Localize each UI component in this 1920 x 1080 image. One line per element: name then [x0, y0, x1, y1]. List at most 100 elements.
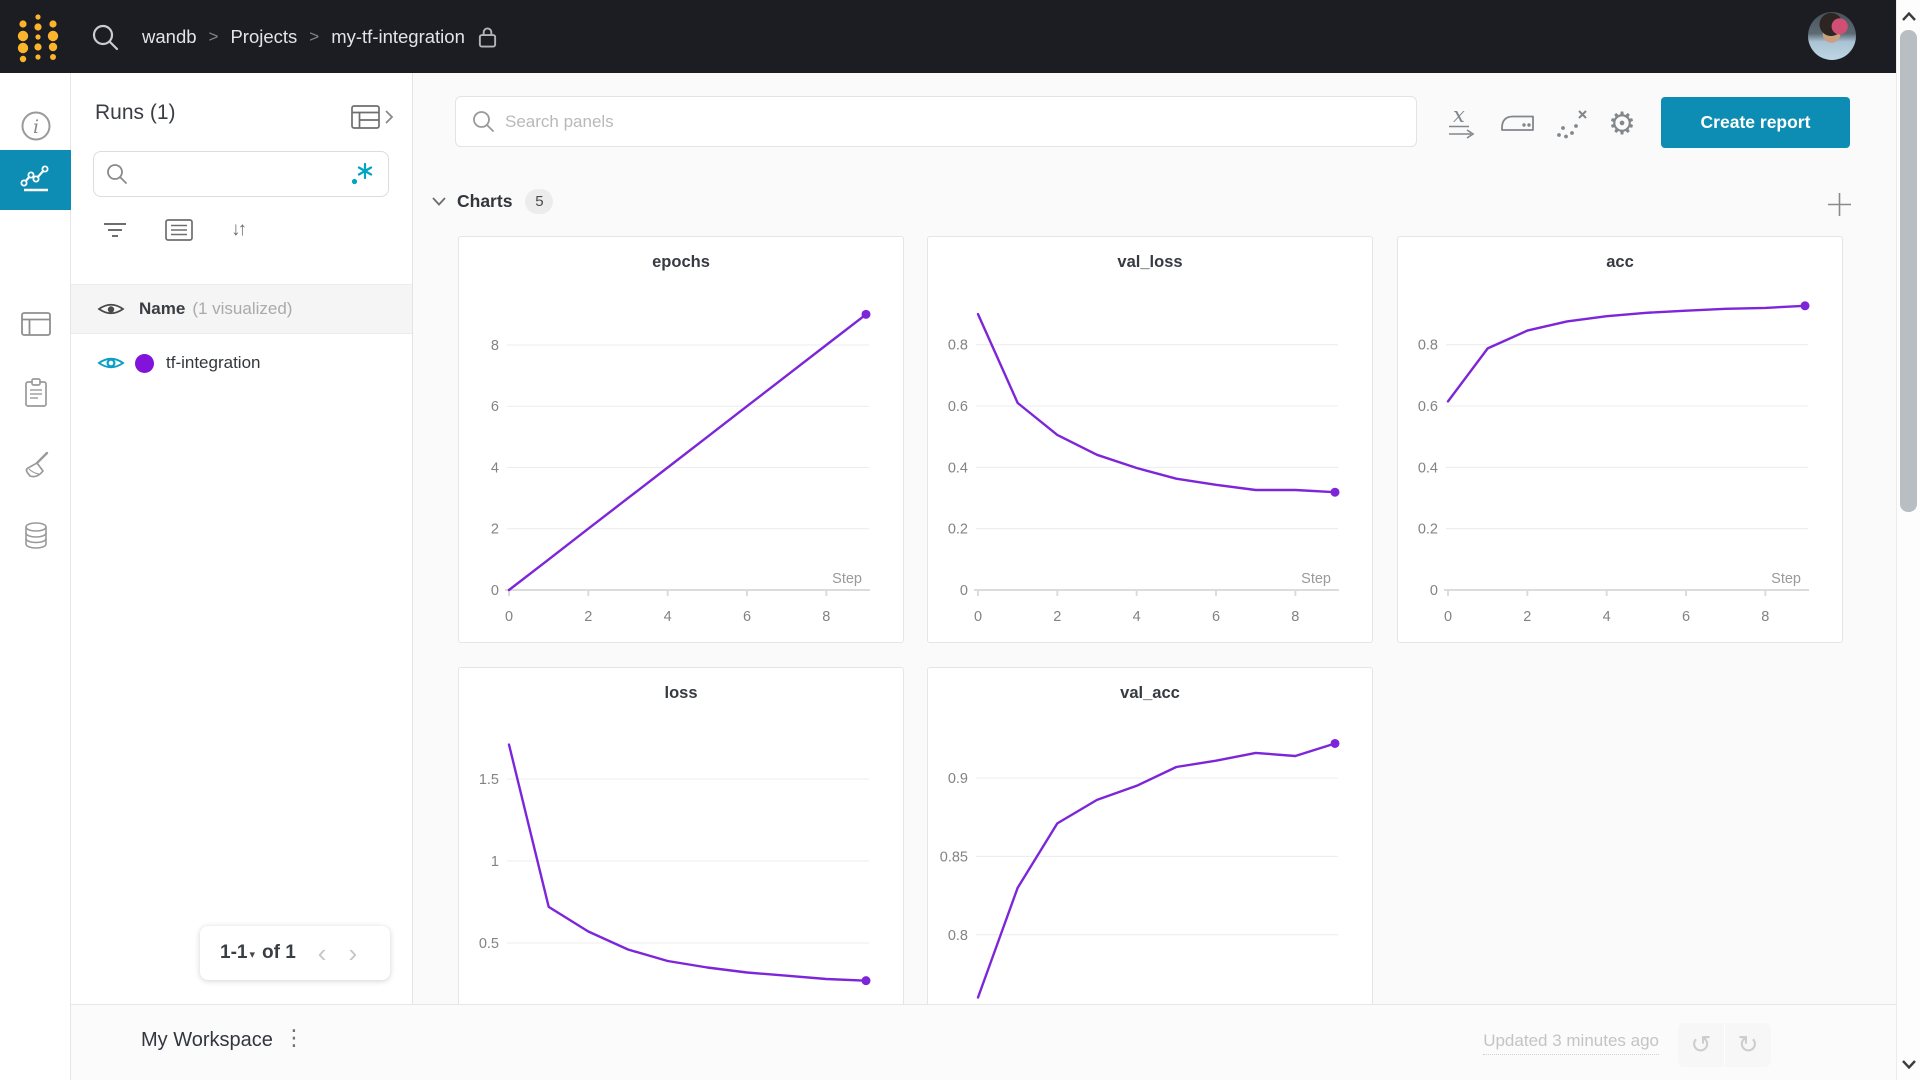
y-tick-label: 0.85	[940, 849, 968, 865]
run-color-dot	[135, 353, 154, 373]
redo-icon[interactable]: ↻	[1737, 1031, 1759, 1059]
create-report-button[interactable]: Create report	[1661, 97, 1850, 148]
database-icon	[24, 522, 47, 549]
series-line	[1446, 304, 1807, 403]
chart-panel-epochs[interactable]: epochs 0 2 4 6 8 0 2 4 6 8 Step	[458, 236, 904, 643]
page-scrollbar[interactable]	[1896, 0, 1920, 1080]
chevron-right-icon: >	[208, 26, 219, 46]
rail-item-tables[interactable]	[0, 294, 71, 354]
scrollbar-thumb[interactable]	[1900, 30, 1917, 512]
y-tick-label: 0.8	[948, 928, 968, 944]
chart-title: val_loss	[1117, 253, 1183, 271]
runs-name-header[interactable]: Name (1 visualized)	[71, 284, 412, 334]
x-axis-label: Step	[832, 571, 862, 587]
user-avatar[interactable]	[1808, 12, 1856, 60]
prev-page-icon[interactable]: ‹	[317, 938, 327, 968]
workspace-main: x ⚙ Create report Charts 5	[413, 73, 1896, 1004]
filter-icon[interactable]	[103, 222, 127, 238]
dropdown-caret-icon[interactable]: ▾	[249, 949, 255, 961]
y-tick-label: 1.5	[479, 772, 499, 788]
chart-title: val_acc	[1120, 684, 1180, 702]
runs-search-input[interactable]	[136, 165, 348, 183]
undo-icon[interactable]: ↺	[1690, 1031, 1712, 1059]
y-tick-label: 0.2	[1418, 522, 1438, 538]
kebab-menu-icon[interactable]: ⋮	[283, 1025, 305, 1050]
x-tick-label: 8	[1761, 609, 1769, 625]
rail-item-logs[interactable]	[0, 363, 71, 423]
next-page-icon[interactable]: ›	[348, 938, 358, 968]
chart-plot: 0 0.2 0.4 0.6 0.8 0 2 4 6 8 Step	[1418, 301, 1810, 625]
svg-text:x: x	[1453, 104, 1465, 127]
series-line	[976, 312, 1337, 494]
outliers-icon[interactable]	[1551, 102, 1593, 144]
search-icon[interactable]	[90, 22, 120, 52]
series-endpoint-dot	[861, 976, 871, 986]
charts-section-header: Charts 5	[431, 189, 554, 214]
y-tick-label: 4	[491, 460, 499, 476]
left-icon-rail: i	[0, 73, 71, 1080]
lock-icon	[478, 26, 496, 47]
chart-panel-acc[interactable]: acc 0 0.2 0.4 0.6 0.8 0 2 4 6 8 Step	[1397, 236, 1843, 643]
eye-icon[interactable]	[97, 300, 125, 318]
x-tick-label: 4	[664, 609, 672, 625]
svg-text:i: i	[32, 116, 38, 138]
x-tick-label: 4	[1603, 609, 1611, 625]
chart-plot: 0.80.850.902468Step	[940, 738, 1340, 1004]
scroll-up-icon[interactable]	[1897, 4, 1920, 28]
breadcrumb-project-name[interactable]: my-tf-integration	[331, 25, 465, 47]
series-endpoint-dot	[861, 309, 871, 319]
chevron-down-icon[interactable]	[431, 196, 447, 207]
panel-search-input[interactable]	[505, 111, 1400, 132]
run-row[interactable]: tf-integration	[71, 339, 412, 387]
regex-dot-star-icon[interactable]	[348, 161, 376, 187]
gear-icon[interactable]: ⚙	[1608, 105, 1636, 141]
sort-icon[interactable]: ↓↑	[231, 219, 247, 240]
updated-timestamp[interactable]: Updated 3 minutes ago	[1483, 1031, 1659, 1055]
x-axis-settings-icon[interactable]: x	[1441, 102, 1483, 144]
runs-table-toggle-icon[interactable]	[350, 103, 396, 131]
smoothing-iron-icon[interactable]	[1497, 102, 1539, 144]
rail-item-charts[interactable]	[0, 150, 71, 210]
y-tick-label: 0.8	[1418, 338, 1438, 354]
search-icon	[107, 164, 127, 184]
visibility-eye-icon[interactable]	[97, 354, 125, 372]
runs-search-box	[93, 151, 389, 197]
x-tick-label: 2	[1523, 609, 1531, 625]
chart-title: loss	[664, 684, 698, 702]
x-tick-label: 6	[1682, 609, 1690, 625]
scroll-down-icon[interactable]	[1897, 1052, 1920, 1076]
group-list-icon[interactable]	[165, 219, 193, 241]
panel-search-box	[455, 96, 1417, 147]
y-tick-label: 0.8	[948, 338, 968, 354]
wandb-logo-icon[interactable]	[16, 9, 62, 65]
x-tick-label: 0	[505, 609, 513, 625]
workspace-title[interactable]: My Workspace	[141, 1029, 273, 1051]
series-endpoint-dot	[1330, 738, 1340, 748]
breadcrumb: wandb > Projects > my-tf-integration	[142, 24, 498, 50]
add-panel-icon[interactable]	[1825, 190, 1853, 218]
rail-item-sweeps[interactable]	[0, 436, 71, 496]
x-axis-label: Step	[1301, 1002, 1331, 1004]
y-tick-label: 0.5	[479, 936, 499, 952]
breadcrumb-team[interactable]: wandb	[142, 25, 197, 47]
rail-item-overview[interactable]: i	[0, 96, 71, 156]
pagination-total: of 1	[262, 942, 296, 963]
breadcrumb-projects[interactable]: Projects	[230, 25, 298, 47]
pagination-range[interactable]: 1-1	[220, 942, 248, 963]
rail-item-artifacts[interactable]	[0, 506, 71, 566]
chevron-right-icon: >	[309, 26, 320, 46]
chart-panel-val-loss[interactable]: val_loss 0 0.2 0.4 0.6 0.8 0 2 4 6 8 Step	[927, 236, 1373, 643]
run-name[interactable]: tf-integration	[166, 353, 261, 372]
series-line	[507, 313, 868, 592]
y-tick-label: 0	[960, 583, 968, 599]
charts-section-title[interactable]: Charts	[457, 191, 513, 211]
line-chart-icon	[20, 165, 48, 192]
y-tick-label: 0.4	[948, 460, 968, 476]
x-tick-label: 8	[822, 609, 830, 625]
top-navbar: wandb > Projects > my-tf-integration	[0, 0, 1896, 73]
chart-title: epochs	[652, 253, 710, 271]
y-tick-label: 6	[491, 399, 499, 415]
x-tick-label: 4	[1133, 609, 1141, 625]
